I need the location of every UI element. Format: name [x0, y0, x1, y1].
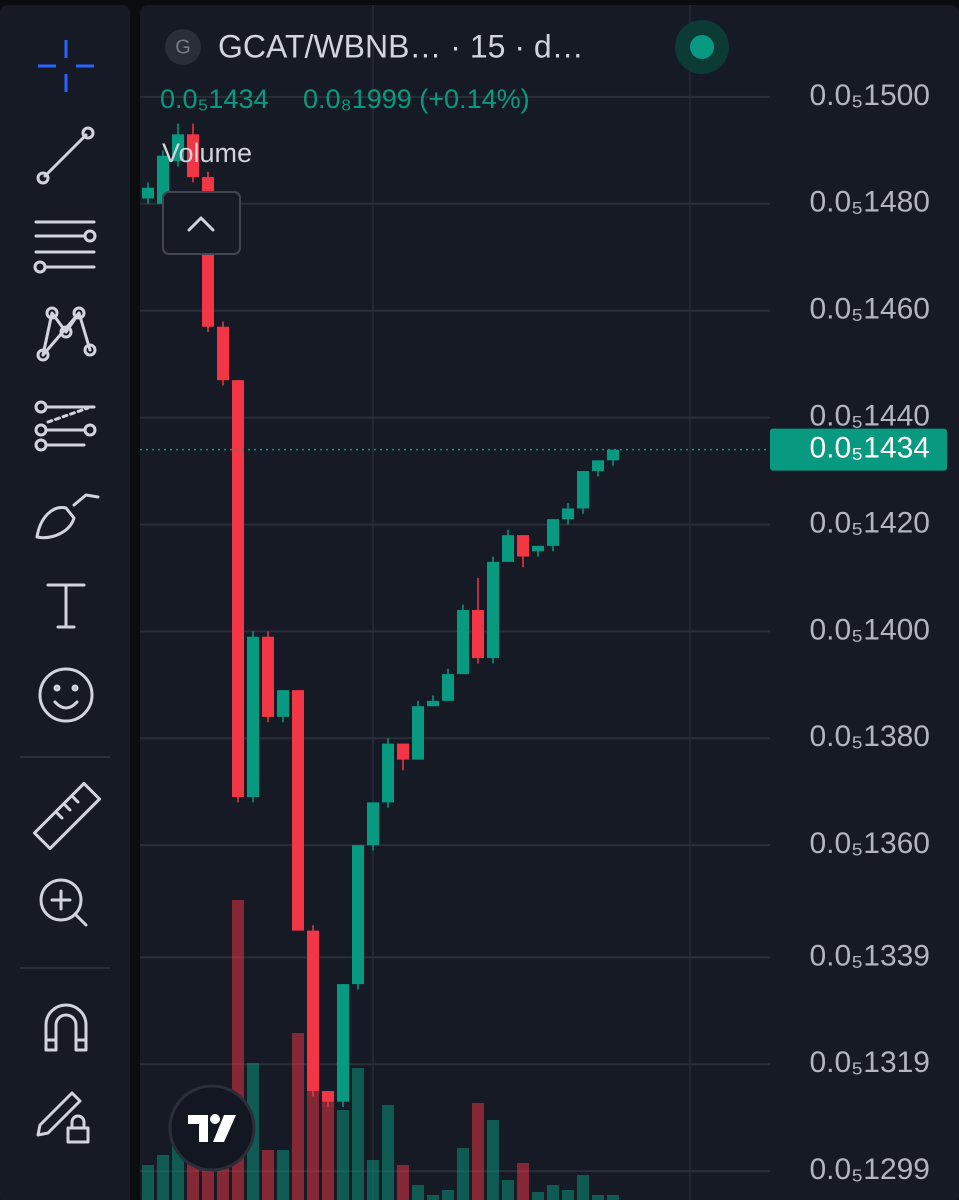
tool-magnet[interactable] — [44, 1003, 88, 1052]
candle-body — [352, 845, 364, 985]
candle-body — [607, 449, 619, 461]
volume-bar — [547, 1185, 559, 1200]
grid — [140, 95, 770, 1173]
volume-bar — [322, 1092, 334, 1200]
volume-bar — [487, 1120, 499, 1200]
candle-body — [142, 187, 154, 199]
legend-value: 0.0₅1434 — [160, 84, 268, 114]
chevron — [187, 216, 215, 232]
volume-bar — [607, 1195, 619, 1200]
tool-text[interactable] — [46, 583, 86, 629]
candle-body — [592, 460, 604, 472]
candle-body — [532, 545, 544, 552]
volume-bar — [457, 1148, 469, 1200]
volume-bar — [352, 1068, 364, 1200]
tool-ruler[interactable] — [32, 781, 102, 851]
volume-bar — [562, 1190, 574, 1200]
volume-label: Volume — [162, 138, 252, 168]
tool-lock-drawings[interactable] — [36, 1091, 90, 1144]
candle-body — [277, 690, 289, 717]
candle-body — [547, 519, 559, 546]
tool-brush[interactable] — [35, 493, 100, 540]
volume-bar — [337, 1110, 349, 1200]
volume-bar — [442, 1190, 454, 1200]
candle-body — [292, 690, 304, 931]
candle-body — [487, 561, 499, 659]
volume-bar — [592, 1195, 604, 1200]
volume-bar — [472, 1103, 484, 1200]
last-price-label: 0.0₅1434 — [809, 432, 930, 465]
volume-bar — [502, 1180, 514, 1200]
volume-bar — [517, 1163, 529, 1200]
candle-body — [442, 674, 454, 701]
tv-logo[interactable] — [168, 1084, 256, 1172]
chart-panel — [140, 5, 959, 1200]
volume-bar — [277, 1150, 289, 1200]
y-tick-label: 0.0₅1339 — [809, 939, 930, 972]
tool-prediction[interactable] — [34, 400, 97, 452]
candle-body — [562, 508, 574, 520]
volume-bar — [532, 1192, 544, 1200]
tool-fib[interactable] — [33, 220, 97, 274]
volume-bar — [397, 1165, 409, 1200]
y-tick-label: 0.0₅1319 — [809, 1046, 930, 1079]
volume-bar — [307, 1060, 319, 1200]
candle-body — [322, 1090, 334, 1102]
candle-body — [187, 134, 199, 178]
y-tick-label: 0.0₅1480 — [809, 186, 930, 219]
y-tick-label: 0.0₅1360 — [809, 827, 930, 860]
volume-bar — [367, 1160, 379, 1200]
y-tick-label: 0.0₅1299 — [809, 1153, 930, 1186]
tool-zoom[interactable] — [39, 878, 88, 927]
volume-bar — [427, 1195, 439, 1200]
chart-title[interactable]: GCAT/WBNB… · 15 · d… — [218, 28, 584, 64]
candle-body — [262, 636, 274, 717]
tool-trendline[interactable] — [36, 126, 95, 185]
y-tick-label: 0.0₅1460 — [809, 293, 930, 326]
volume-bar — [382, 1105, 394, 1200]
candle-layer — [142, 123, 619, 1108]
status-dot — [690, 35, 714, 59]
symbol-badge: G — [175, 36, 191, 58]
candle-body — [367, 802, 379, 846]
last-price-tag — [770, 428, 947, 471]
y-tick-label: 0.0₅1380 — [809, 720, 930, 753]
y-tick-label: 0.0₅1400 — [809, 613, 930, 646]
volume-bar — [577, 1175, 589, 1200]
candle-body — [517, 535, 529, 557]
tv-logo-mark — [188, 1114, 236, 1142]
candle-body — [337, 984, 349, 1102]
candle-body — [577, 471, 589, 509]
y-tick-label: 0.0₅1500 — [809, 79, 930, 112]
candle-body — [502, 535, 514, 562]
candle-body — [307, 930, 319, 1091]
collapse-button[interactable] — [162, 191, 241, 255]
candle-body — [397, 743, 409, 760]
candle-body — [427, 700, 439, 707]
candle-body — [412, 706, 424, 760]
price-axis: 0.0₅1500 0.0₅1480 0.0₅1460 0.0₅1440 0.0₅1420… — [140, 79, 947, 1186]
candle-body — [247, 636, 259, 798]
tool-emoji[interactable] — [38, 667, 94, 723]
tool-crosshair[interactable] — [38, 40, 94, 92]
y-tick-label: 0.0₅1440 — [809, 400, 930, 433]
y-tick-label: 0.0₅1420 — [809, 506, 930, 539]
tool-pattern[interactable] — [36, 306, 97, 362]
legend-value: 0.0₈1999 (+0.14%) — [303, 84, 530, 114]
candle-body — [232, 380, 244, 798]
volume-bar — [142, 1165, 154, 1200]
candle-body — [382, 743, 394, 803]
candle-body — [172, 134, 184, 162]
candle-body — [472, 609, 484, 659]
volume-bar — [292, 1033, 304, 1200]
volume-bar — [262, 1150, 274, 1200]
candle-body — [457, 609, 469, 675]
volume-bar — [157, 1155, 169, 1200]
symbol-icon — [165, 29, 201, 65]
candle-body — [217, 326, 229, 381]
volume-bar — [412, 1185, 424, 1200]
